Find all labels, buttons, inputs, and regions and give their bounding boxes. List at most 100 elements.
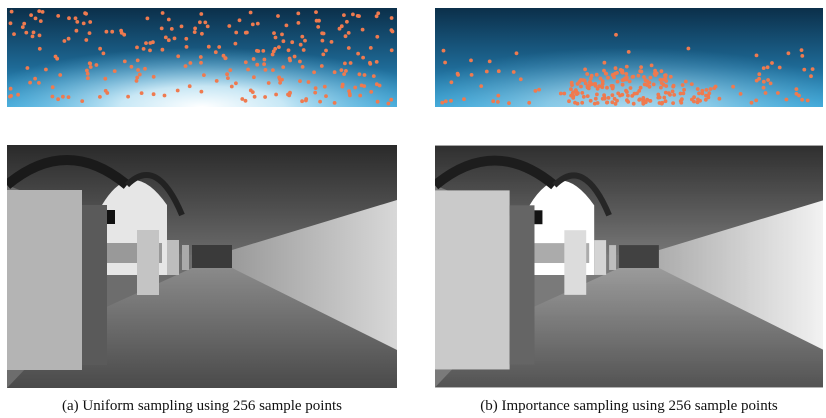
sample-point [671,90,675,94]
sample-point [54,55,58,59]
sample-point [656,93,660,97]
sample-point [809,74,813,78]
sample-point [161,48,165,52]
sample-point [234,81,238,85]
sample-point [31,35,35,39]
sample-point [22,22,26,26]
sample-point [51,95,55,99]
figure: (a) Uniform sampling using 256 sample po… [0,0,826,418]
sample-point [56,97,60,101]
sample-point [569,87,573,91]
sample-point [88,61,92,65]
sample-point [714,85,718,89]
sample-point [152,75,156,79]
sample-point [638,97,642,101]
sample-point [302,48,306,52]
sample-point [214,50,218,54]
sample-point [649,76,653,80]
sample-point [624,89,628,93]
sample-point [639,86,643,90]
sample-point [764,91,768,95]
sample-point [152,92,156,96]
subfigure-a: (a) Uniform sampling using 256 sample po… [7,8,397,414]
sample-point [288,57,292,61]
sample-point [342,72,346,76]
sample-point [581,78,585,82]
sample-point [795,87,799,91]
sample-point [641,96,645,100]
sample-point [588,80,592,84]
sample-point [85,69,89,73]
sample-point [193,30,197,34]
sample-point [217,45,221,49]
sample-point [590,74,594,78]
sample-point [21,25,25,29]
sample-point [276,14,280,18]
sample-point [582,95,586,99]
sample-point [376,100,380,104]
sample-point [143,67,147,71]
sample-point [300,35,304,39]
sample-point [130,65,134,69]
sample-point [567,99,571,103]
sample-point [273,47,277,51]
sample-point [301,65,305,69]
sample-point [28,81,32,85]
sample-point [249,89,253,93]
sample-point [351,13,355,17]
sample-point [312,70,316,74]
sample-point [82,22,86,26]
sample-point [263,58,267,62]
sample-point [180,25,184,29]
sample-point [603,61,607,65]
sample-point [274,93,278,97]
sample-point [347,46,351,50]
sample-point [571,91,575,95]
sample-point [38,34,42,38]
sample-point [607,96,611,100]
sample-point [136,59,140,63]
sample-point [316,25,320,29]
sample-point [776,91,780,95]
sample-point [762,66,766,70]
sample-point [615,99,619,103]
sample-point [88,31,92,35]
sample-point [170,27,174,31]
sample-point [206,25,210,29]
sample-point [80,99,84,103]
sample-point [9,87,13,91]
sample-point [762,80,766,84]
sample-point [534,89,538,93]
sample-point [37,9,41,13]
sample-point [586,84,590,88]
sample-point [353,86,357,90]
sample-point [470,73,474,77]
sample-point [390,16,394,20]
sample-point [321,53,325,57]
sample-point [659,78,663,82]
caption: (a) Uniform sampling using 256 sample po… [62,398,342,414]
sample-point [299,43,303,47]
sample-point [629,86,633,90]
sample-point [203,21,207,25]
sample-point [215,79,219,83]
sample-point [278,77,282,81]
sample-point [321,39,325,43]
sample-point [440,101,444,105]
sample-point [598,84,602,88]
sample-point [690,82,694,86]
sample-point [261,49,265,53]
sample-point [652,83,656,87]
sample-point [595,93,599,97]
sample-point [34,17,38,21]
sample-point [324,94,328,98]
sample-point [442,49,446,53]
sample-point [606,76,610,80]
sample-point [126,95,130,99]
sample-point [450,80,454,84]
sample-point [98,47,102,51]
sample-point [628,80,632,84]
sample-point [333,70,337,74]
sample-point [63,39,67,43]
sample-point [278,81,282,85]
